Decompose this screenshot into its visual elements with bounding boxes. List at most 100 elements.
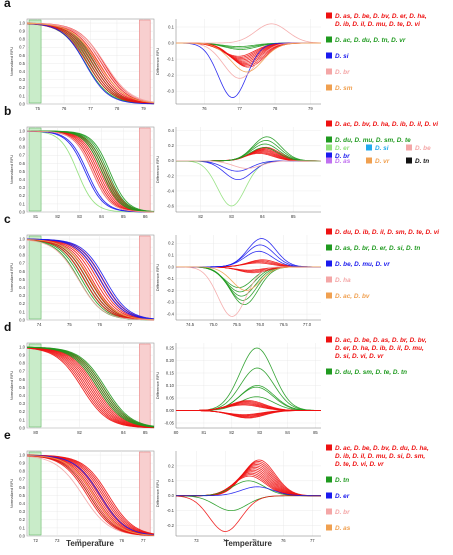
x-tick-label: 79 <box>308 106 313 111</box>
y-tick-label: 0.8 <box>19 361 25 366</box>
legend-swatch <box>326 120 332 127</box>
x-tick-label: 76 <box>62 106 67 111</box>
post-melt-region <box>139 19 151 104</box>
y-tick-label: 0.2 <box>168 241 174 246</box>
normalized-plot: 0.0 0.1 0.2 0.3 0.4 0.5 0.6 0.7 0.8 0.9 1.0 74 75 76 7… <box>9 234 155 327</box>
panel-letter: e <box>4 428 11 442</box>
x-tick-label: 85 <box>143 430 148 435</box>
legend-swatch <box>326 368 332 375</box>
legend-entry: D. as, D. be, D. bv, D. er, D. ha,D. ib,… <box>326 12 427 28</box>
y-tick-label: 0.1 <box>19 417 25 422</box>
x-tick-label: 77 <box>88 106 93 111</box>
x-tick-label: 80 <box>33 430 38 435</box>
legend-label: D. as, D. be, D. bv, D. er, D. ha, <box>335 13 427 20</box>
legend-label: D. br <box>335 509 350 516</box>
x-tick-label: 84 <box>121 430 126 435</box>
y-tick-label: 0.8 <box>19 37 25 42</box>
legend-label: D. vr <box>375 158 390 165</box>
legend-label: D. ac, D. bv <box>335 293 370 300</box>
panel-letter: b <box>4 104 11 118</box>
legend-entry: D. du, D. mu, D. sm, D. te <box>326 136 411 144</box>
y-tick-label: 0.6 <box>19 269 25 274</box>
y-tick-label: 0.0 <box>168 158 174 163</box>
y-tick-label: 0.1 <box>168 252 174 257</box>
x-tick-label: 76 <box>97 322 102 327</box>
legend-label: D. ac, D. du, D. tn, D. vr <box>335 37 406 44</box>
legend-label: D. ac, D. bv, D. ha, D. ib, D. il, D. vi <box>335 121 438 128</box>
legend-entry: D. du, D. ib, D. il, D. sm, D. te, D. vi <box>326 228 439 236</box>
y-tick-label: 0.7 <box>19 261 25 266</box>
legend-entry: D. tn <box>406 157 429 165</box>
y-axis-label: Normalized RFU <box>9 371 14 401</box>
y-axis-label: Difference RFU <box>155 48 160 76</box>
difference-curve-orange <box>176 266 321 291</box>
legend-entry: D. ac, D. bv <box>326 292 370 300</box>
x-axis-title-left: Temperature <box>66 539 114 548</box>
melt-curve-orange <box>26 455 155 536</box>
panel-a: a 0.0 0.1 0.2 0.3 0.4 0.5 0.6 0.7 0.8 0.9 1.0 75 76 77… <box>4 0 427 111</box>
panel-letter: c <box>4 212 11 226</box>
x-tick-label: 85 <box>291 214 296 219</box>
legend-label: D. be <box>415 145 431 152</box>
y-tick-label: -0.6 <box>167 203 175 208</box>
melt-curve-red <box>26 454 155 535</box>
legend-label: D. ib, D. il, D. mu, D. te, D. vi <box>335 21 420 28</box>
legend-swatch <box>326 276 332 283</box>
y-tick-label: 0.5 <box>19 61 25 66</box>
y-tick-label: 1.0 <box>19 344 25 349</box>
y-tick-label: 0.4 <box>19 69 25 74</box>
x-tick-label: 82 <box>55 214 60 219</box>
x-tick-label: 86 <box>143 214 148 219</box>
y-tick-label: 0.7 <box>19 153 25 158</box>
y-tick-label: 0.3 <box>19 185 25 190</box>
y-tick-label: 0.9 <box>19 245 25 250</box>
legend-entry: D. si <box>366 144 389 152</box>
x-tick-label: 84 <box>99 214 104 219</box>
melt-curve-green <box>26 130 155 212</box>
x-tick-label: 72 <box>33 538 38 543</box>
legend-swatch <box>326 508 332 515</box>
y-tick-label: 0.0 <box>168 264 174 269</box>
legend-label: D. si <box>335 53 349 60</box>
legend-swatch <box>326 260 332 267</box>
y-tick-label: 1.0 <box>19 236 25 241</box>
x-tick-label: 75 <box>35 106 40 111</box>
legend-entry: D. ac, D. be, D. as, D. br, D. bv,D. er,… <box>326 336 427 360</box>
pre-melt-region <box>28 19 42 104</box>
y-tick-label: 0.2 <box>19 85 25 90</box>
x-tick-label: 85 <box>313 430 318 435</box>
x-tick-label: 74 <box>76 538 81 543</box>
y-tick-label: -0.4 <box>167 311 175 316</box>
difference-plot: 0.2 0.1 0.0 -0.1 -0.2 73 74 75 76 77 Difference RF… <box>155 451 322 543</box>
legend-swatch <box>326 336 332 343</box>
legend-swatch <box>326 228 332 235</box>
legend-entry: D. sm <box>326 84 353 92</box>
melt-curve-pink <box>26 22 155 103</box>
legend-swatch <box>366 144 372 151</box>
legend-entry: D. be, D. mu, D. vr <box>326 260 390 268</box>
pre-melt-region <box>28 127 42 212</box>
x-tick-label: 76 <box>202 106 207 111</box>
y-tick-label: 0.4 <box>19 177 25 182</box>
y-tick-label: -0.3 <box>167 89 175 94</box>
legend-label: D. er, D. ha, D. ib, D. il, D. mu, <box>335 345 424 352</box>
y-tick-label: 0.05 <box>166 395 175 400</box>
x-tick-label: 74 <box>223 538 228 543</box>
plot-frame <box>26 342 155 429</box>
melt-curve-blue <box>26 454 155 536</box>
legend: D. ac, D. bv, D. ha, D. ib, D. il, D. vi… <box>326 120 438 165</box>
legend-swatch <box>326 292 332 299</box>
legend-label: D. br <box>335 153 350 160</box>
y-axis-label: Normalized RFU <box>9 263 14 293</box>
y-tick-label: -0.2 <box>167 173 175 178</box>
legend-label: D. as <box>335 525 351 532</box>
y-tick-label: -0.2 <box>167 73 175 78</box>
legend-label: D. du, D. ib, D. il, D. sm, D. te, D. vi <box>335 229 439 236</box>
y-axis-label: Difference RFU <box>155 156 160 184</box>
melt-curve-orange <box>26 22 155 104</box>
legend-swatch <box>326 136 332 143</box>
legend-entry: D. be <box>406 144 431 152</box>
y-tick-label: 0.0 <box>19 317 25 322</box>
legend-entry: D. as <box>326 524 351 532</box>
